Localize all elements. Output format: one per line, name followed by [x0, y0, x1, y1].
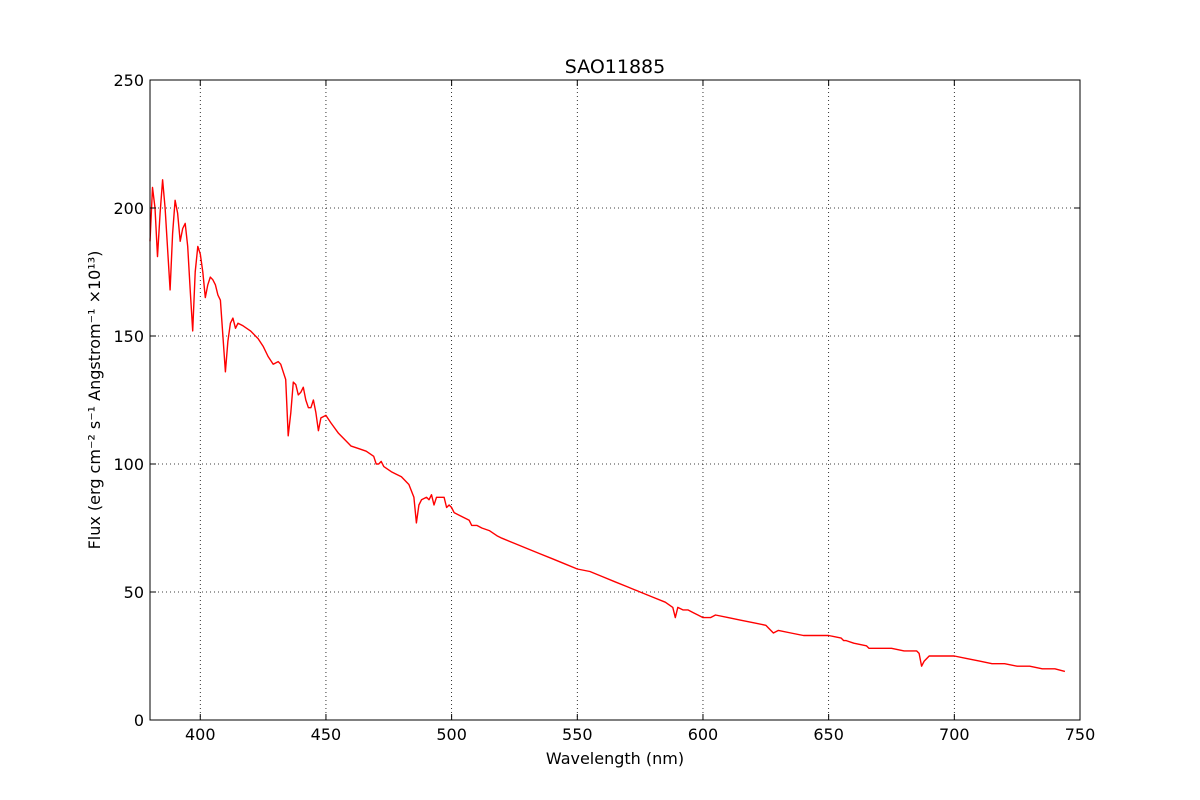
series-layer — [149, 179, 1066, 673]
x-tick-label: 750 — [1065, 725, 1096, 744]
flux-series-line — [149, 179, 1066, 673]
y-axis-label: Flux (erg cm⁻² s⁻¹ Angstrom⁻¹ ×10¹³) — [85, 251, 104, 550]
x-tick-label: 450 — [311, 725, 342, 744]
chart-title: SAO11885 — [565, 56, 665, 78]
y-tick-label: 250 — [113, 71, 144, 90]
y-tick-label: 150 — [113, 327, 144, 346]
x-tick-label: 650 — [813, 725, 844, 744]
x-axis-label: Wavelength (nm) — [546, 749, 684, 768]
ticks — [150, 79, 1081, 721]
x-tick-label: 700 — [939, 725, 970, 744]
x-tick-label: 550 — [562, 725, 593, 744]
y-tick-label: 200 — [113, 199, 144, 218]
y-tick-label: 100 — [113, 455, 144, 474]
plot-frame — [149, 79, 1081, 721]
y-tick-labels: 0 50 100 150 200 250 — [113, 71, 144, 730]
x-tick-label: 500 — [436, 725, 467, 744]
grid — [150, 80, 1080, 720]
y-tick-label: 50 — [124, 583, 144, 602]
x-tick-labels: 400 450 500 550 600 650 700 750 — [185, 725, 1095, 744]
y-tick-label: 0 — [134, 711, 144, 730]
x-tick-label: 400 — [185, 725, 216, 744]
x-tick-label: 600 — [688, 725, 719, 744]
